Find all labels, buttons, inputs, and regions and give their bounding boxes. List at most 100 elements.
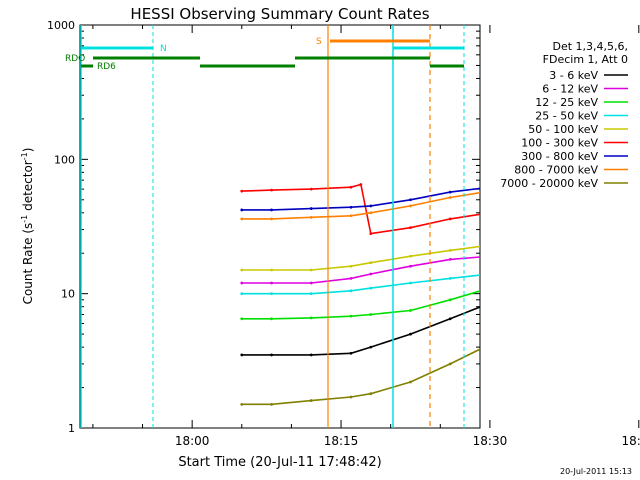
data-point	[369, 261, 373, 265]
data-point	[558, 255, 561, 258]
legend-entry-label: 800 - 7000 keV	[514, 164, 598, 177]
data-point	[369, 272, 373, 276]
data-point	[270, 208, 273, 212]
data-point	[409, 309, 412, 312]
legend-entry-label: 50 - 100 keV	[528, 123, 598, 136]
data-point	[309, 292, 313, 296]
data-point	[270, 292, 273, 296]
data-point	[309, 281, 313, 285]
data-point	[270, 281, 273, 285]
legend-entry-label: 100 - 300 keV	[521, 137, 598, 150]
data-point	[618, 228, 621, 231]
data-point	[369, 232, 373, 235]
flare-flag-label: S	[316, 37, 322, 47]
data-point	[558, 193, 561, 196]
data-point	[309, 353, 313, 357]
data-point	[240, 292, 244, 296]
data-point	[240, 217, 244, 221]
data-point	[588, 369, 591, 372]
data-point	[558, 273, 561, 276]
data-point	[588, 261, 591, 264]
series-line-6	[241, 187, 480, 211]
series-line-2	[241, 290, 480, 320]
data-point	[349, 314, 353, 318]
data-point	[448, 362, 452, 366]
series-line-4	[241, 245, 480, 271]
data-point	[489, 273, 492, 276]
data-point	[618, 282, 621, 285]
data-point	[409, 380, 412, 384]
data-point	[309, 187, 313, 191]
x-tick-label: 18:15	[324, 434, 359, 448]
flag-overlays: N S RDO RD6	[65, 25, 465, 428]
data-point	[349, 276, 353, 280]
data-point	[369, 286, 373, 290]
data-point	[240, 281, 244, 285]
data-point	[588, 198, 591, 201]
data-point	[309, 207, 313, 210]
data-point	[588, 194, 591, 197]
data-point	[489, 343, 492, 346]
data-point	[309, 399, 313, 402]
data-point	[588, 277, 591, 280]
data-point	[349, 264, 353, 268]
y-tick-label: 1000	[47, 19, 75, 32]
data-point	[369, 345, 373, 349]
data-point	[528, 213, 531, 216]
series-line-7	[241, 191, 480, 220]
data-point	[270, 353, 273, 357]
data-point	[489, 287, 492, 290]
legend-entry-label: 25 - 50 keV	[535, 110, 598, 123]
legend-entry-label: 3 - 6 keV	[549, 69, 598, 82]
legend: Det 1,3,4,5,6, FDecim 1, Att 0 3 - 6 keV…	[500, 40, 628, 190]
data-point	[448, 248, 452, 252]
data-point	[369, 204, 373, 208]
data-point	[240, 353, 244, 357]
data-point	[588, 292, 591, 295]
data-point	[349, 289, 353, 293]
data-point	[448, 190, 452, 194]
data-point	[618, 333, 621, 336]
y-axis-ticks: 1 10 100 1000	[47, 19, 480, 435]
x-axis-label: Start Time (20-Jul-11 17:48:42)	[178, 455, 381, 470]
series-line-1	[241, 256, 480, 284]
legend-entry-label: 6 - 12 keV	[542, 83, 598, 96]
y-tick-label: 10	[61, 288, 75, 301]
data-point	[409, 264, 412, 268]
data-point	[558, 354, 561, 357]
data-point	[349, 205, 353, 209]
data-point	[489, 255, 492, 258]
data-point	[618, 255, 621, 258]
data-point	[369, 313, 373, 316]
y-tick-label: 100	[54, 153, 75, 166]
data-point	[448, 257, 452, 261]
data-point	[369, 211, 373, 215]
data-point	[240, 317, 244, 321]
data-point	[240, 402, 244, 406]
data-point	[588, 223, 591, 226]
data-point	[618, 386, 621, 389]
data-point	[270, 268, 273, 272]
data-point	[528, 298, 531, 301]
data-point	[448, 196, 452, 199]
night-flag-label: N	[160, 44, 167, 54]
data-point	[309, 215, 313, 219]
plot-frame	[79, 24, 481, 429]
rdo-flag-label: RDO	[65, 54, 85, 64]
data-point	[558, 305, 561, 308]
data-point	[558, 218, 561, 221]
data-point	[528, 342, 531, 345]
data-point	[448, 317, 452, 321]
data-point	[409, 281, 412, 285]
data-point	[618, 206, 621, 209]
chart-title: HESSI Observing Summary Count Rates	[130, 5, 429, 23]
data-point	[528, 269, 531, 272]
data-point	[558, 244, 561, 247]
data-point	[359, 183, 363, 186]
legend-header-line: Det 1,3,4,5,6,	[552, 40, 628, 53]
data-point	[270, 217, 273, 221]
data-point	[309, 316, 313, 320]
data-point	[489, 186, 492, 189]
